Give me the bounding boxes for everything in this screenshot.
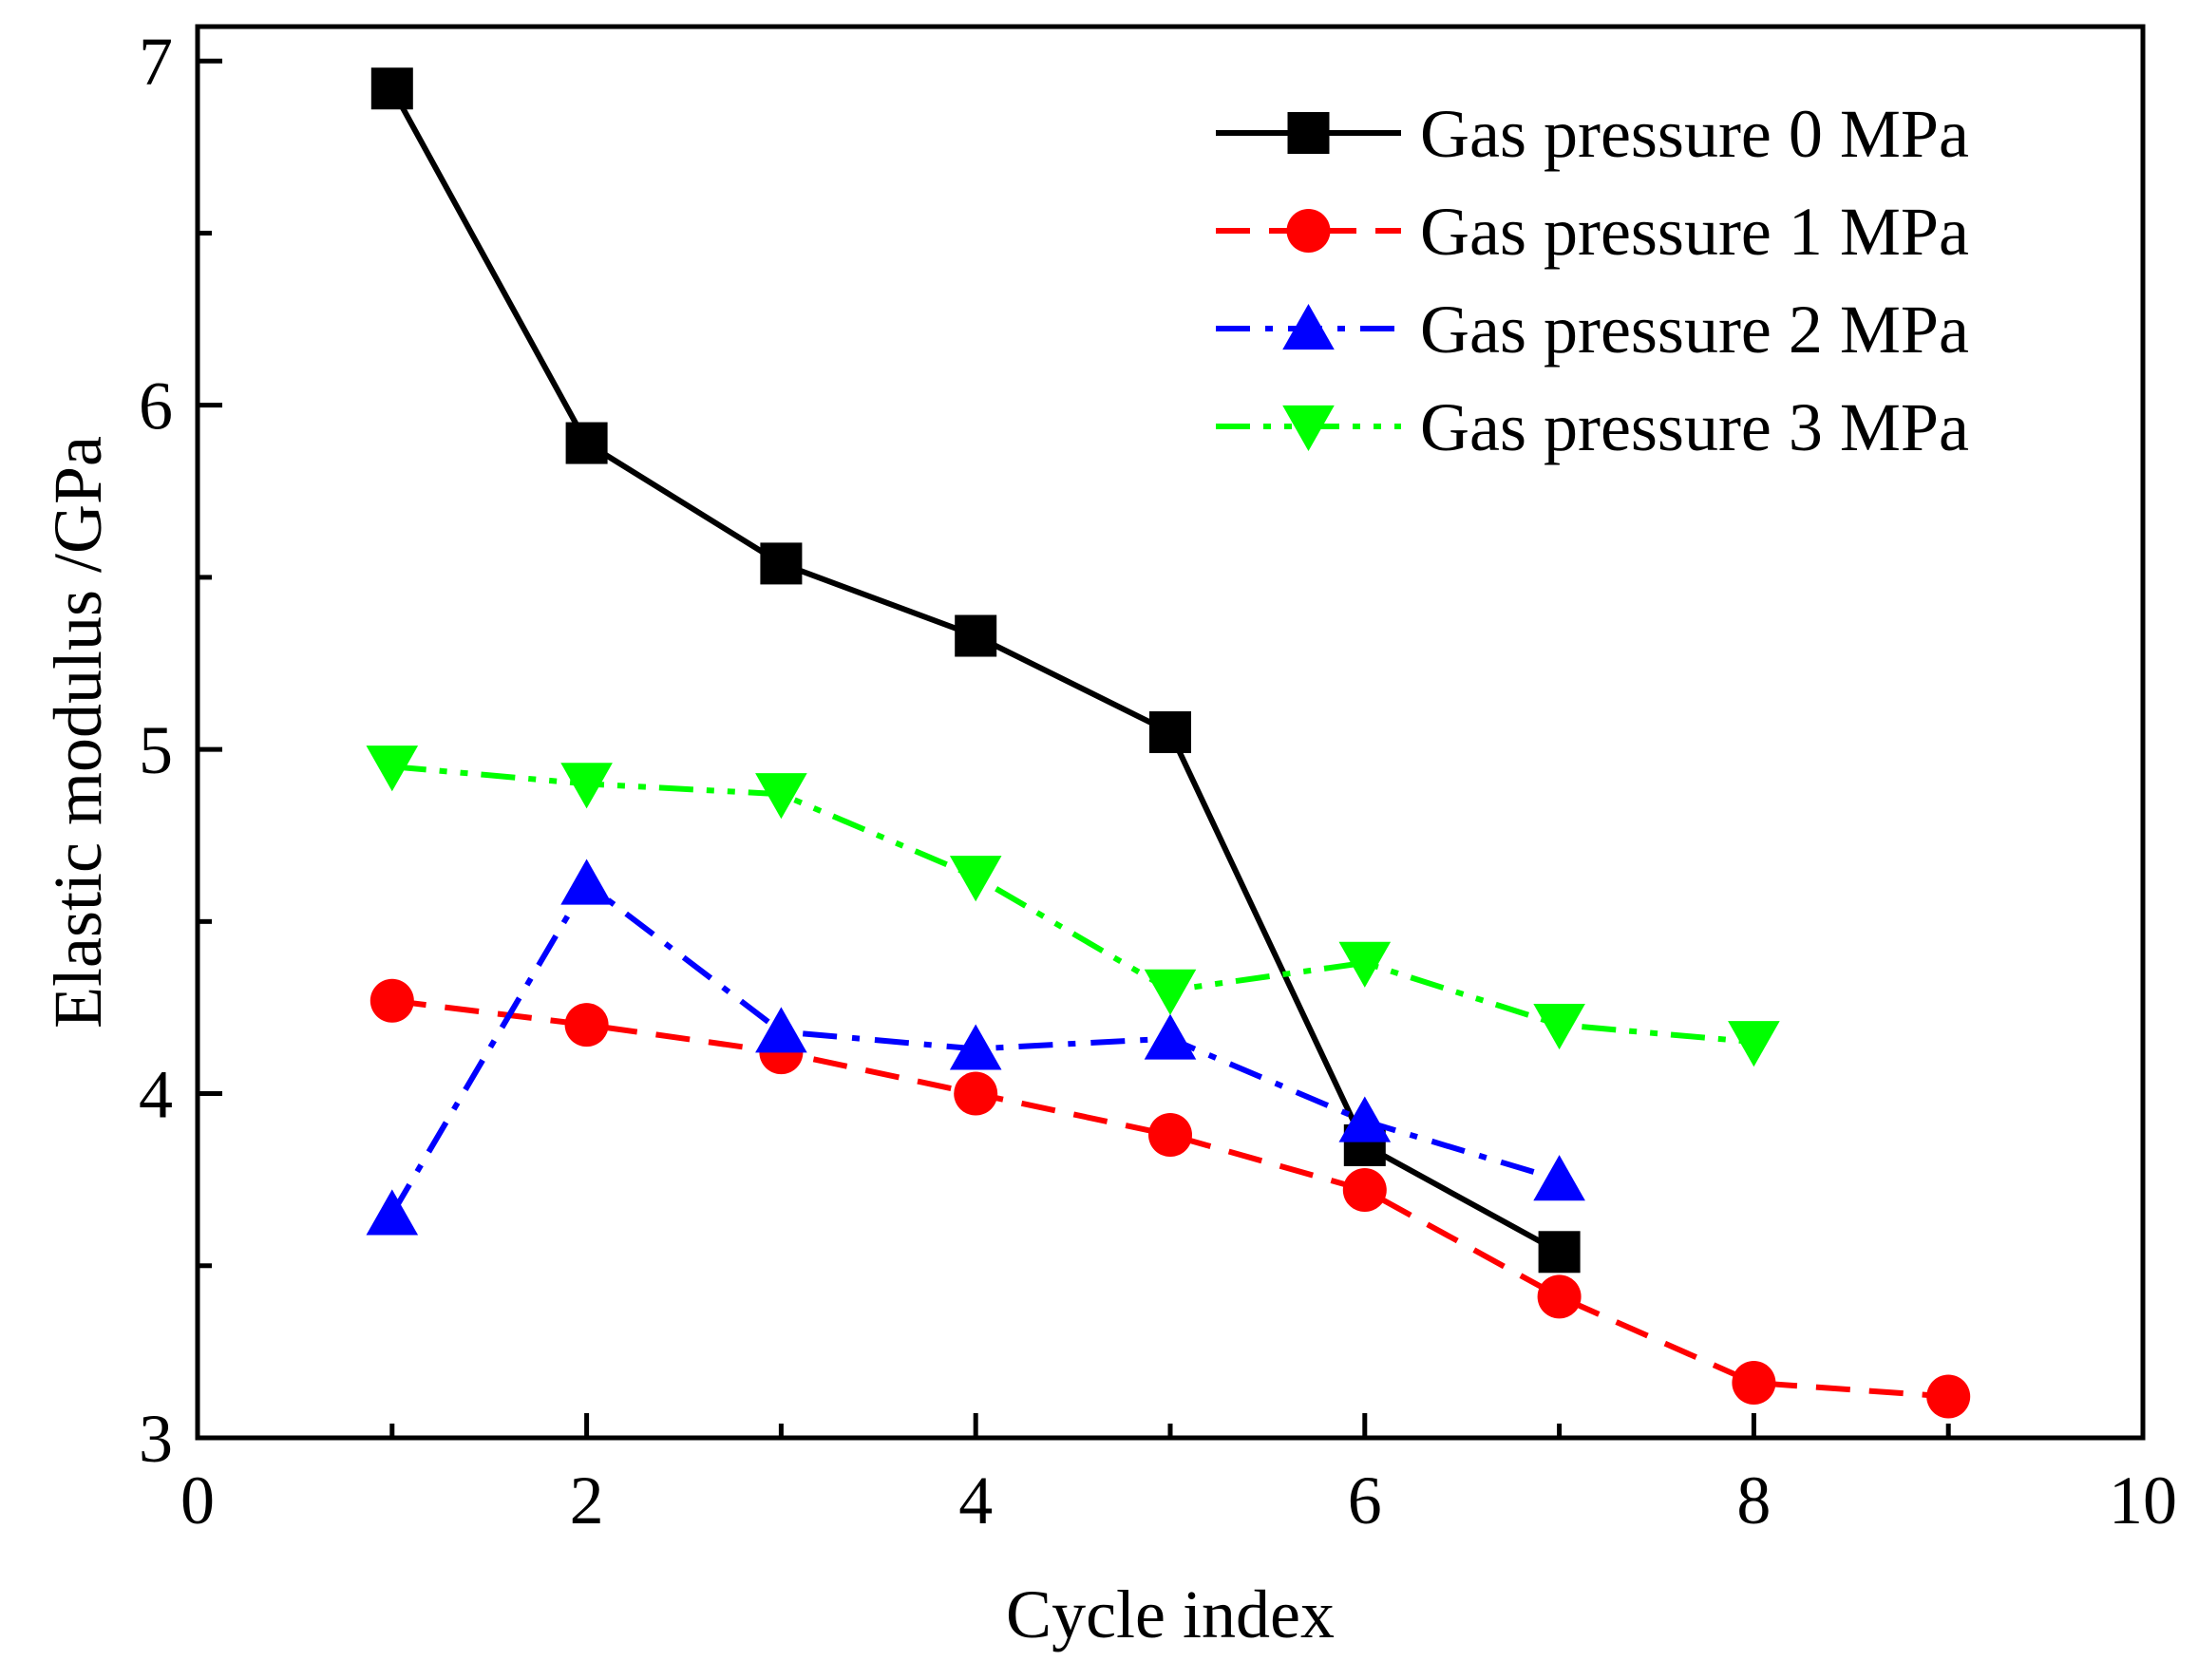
legend: Gas pressure 0 MPa Gas pressure 1 MPa Gas …	[1216, 96, 1969, 465]
legend-marker	[1282, 405, 1335, 451]
legend-label: Gas pressure 3 MPa	[1420, 389, 1969, 465]
series-layer	[366, 67, 1971, 1419]
legend-item: Gas pressure 0 MPa	[1216, 96, 1969, 172]
data-point	[1144, 1013, 1197, 1060]
data-point	[1149, 711, 1191, 753]
legend-marker	[1286, 209, 1331, 253]
x-tick-label: 6	[1348, 1463, 1382, 1538]
data-point	[1338, 941, 1392, 988]
data-point	[366, 1189, 419, 1236]
x-tick-label: 0	[180, 1463, 215, 1538]
legend-marker	[1282, 304, 1335, 350]
axis-layer: 0 2 4 6 8 10 3 4 5 6 7	[139, 24, 2177, 1538]
legend-label: Gas pressure 2 MPa	[1420, 292, 1969, 368]
y-tick-label: 3	[139, 1401, 173, 1477]
series-0	[370, 67, 1581, 1274]
data-point	[1538, 1231, 1581, 1274]
data-point	[1144, 969, 1197, 1015]
data-point	[564, 1003, 609, 1048]
data-point	[955, 614, 997, 657]
data-point	[1342, 1168, 1387, 1213]
legend-label: Gas pressure 0 MPa	[1420, 96, 1969, 172]
legend-item: Gas pressure 3 MPa	[1216, 389, 1969, 465]
data-point	[1728, 1021, 1780, 1067]
data-point	[760, 542, 803, 585]
data-point	[954, 1071, 998, 1116]
data-point	[1926, 1374, 1971, 1419]
data-point	[1732, 1361, 1776, 1406]
y-tick-label: 7	[139, 24, 173, 100]
y-tick-label: 6	[139, 368, 173, 444]
legend-label: Gas pressure 1 MPa	[1420, 194, 1969, 270]
legend-item: Gas pressure 2 MPa	[1216, 292, 1969, 368]
legend-item: Gas pressure 1 MPa	[1216, 194, 1969, 270]
data-point	[560, 763, 613, 809]
series-2	[366, 859, 1585, 1236]
data-point	[560, 859, 613, 905]
x-tick-label: 8	[1736, 1463, 1771, 1538]
series-line	[391, 997, 1949, 1400]
y-tick-label: 4	[139, 1057, 173, 1133]
data-point	[1148, 1113, 1192, 1158]
data-point	[949, 856, 1002, 902]
series-line	[391, 764, 1754, 1046]
data-point	[949, 1024, 1002, 1070]
data-point	[366, 746, 419, 792]
data-point	[369, 978, 414, 1023]
data-point	[1537, 1274, 1582, 1319]
x-tick-label: 4	[958, 1463, 993, 1538]
x-tick-label: 10	[2109, 1463, 2177, 1538]
y-tick-label: 5	[139, 712, 173, 788]
legend-marker	[1287, 112, 1330, 154]
data-point	[1533, 1003, 1585, 1050]
data-point	[565, 422, 608, 464]
series-3	[366, 746, 1780, 1067]
data-point	[370, 67, 413, 110]
data-point	[755, 1007, 807, 1053]
data-point	[1533, 1155, 1585, 1201]
x-axis-title: Cycle index	[1006, 1576, 1335, 1652]
data-point	[755, 773, 807, 820]
y-axis-title: Elastic modulus /GPa	[40, 436, 116, 1029]
data-point	[1338, 1096, 1392, 1142]
x-tick-label: 2	[570, 1463, 604, 1538]
